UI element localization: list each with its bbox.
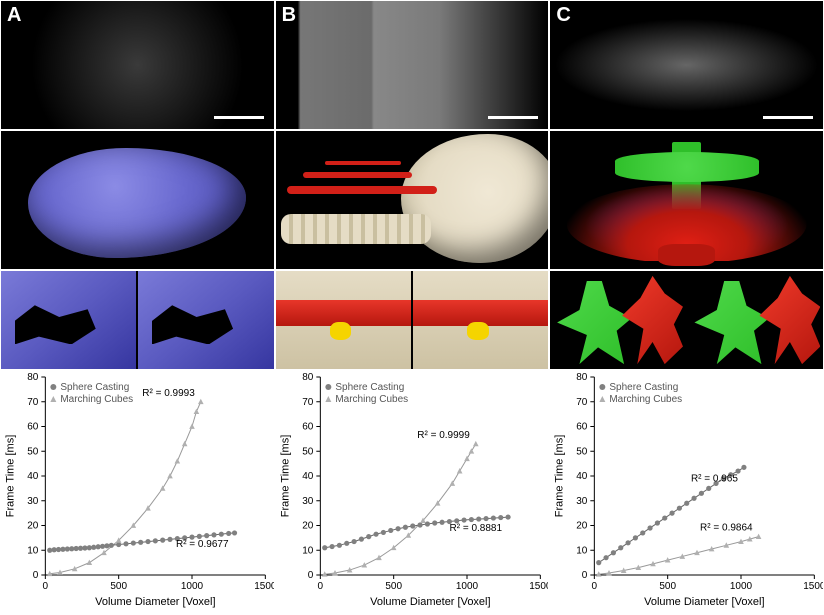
kidney-red-base xyxy=(658,244,716,266)
skull-vasculature xyxy=(276,131,549,269)
svg-text:Sphere Casting: Sphere Casting xyxy=(335,382,404,393)
panel-letter-c: C xyxy=(556,4,570,27)
svg-text:20: 20 xyxy=(302,521,314,532)
panel-c-render xyxy=(550,131,823,269)
svg-text:10: 10 xyxy=(302,545,314,556)
svg-text:0: 0 xyxy=(307,570,313,581)
svg-text:1000: 1000 xyxy=(456,581,479,592)
panel-letter-b: B xyxy=(282,4,296,27)
panel-c-detail-right xyxy=(688,271,823,369)
svg-text:20: 20 xyxy=(577,521,589,532)
row-details xyxy=(0,270,824,370)
svg-text:R² = 0.9677: R² = 0.9677 xyxy=(176,539,229,550)
row-renders xyxy=(0,130,824,270)
svg-text:70: 70 xyxy=(302,397,314,408)
svg-text:R² = 0.965: R² = 0.965 xyxy=(691,473,738,484)
panel-c-slice: C xyxy=(550,1,823,129)
artery-1 xyxy=(287,186,437,194)
artery-3 xyxy=(325,161,401,165)
svg-text:0: 0 xyxy=(43,581,49,592)
chart-b: 0 500 1000 1500 0 10 20 30 40 50 60 70 80 Volume Diam… xyxy=(276,371,549,609)
svg-text:0: 0 xyxy=(592,581,598,592)
panel-c-detail-left xyxy=(550,271,685,369)
svg-text:10: 10 xyxy=(27,545,39,556)
svg-text:500: 500 xyxy=(385,581,402,592)
svg-text:R² = 0.9993: R² = 0.9993 xyxy=(142,388,195,399)
svg-text:Frame Time [ms]: Frame Time [ms] xyxy=(4,435,16,518)
svg-text:30: 30 xyxy=(302,496,314,507)
chart-a: 0 500 1000 1500 0 10 20 30 40 50 60 70 80 Volume Diam… xyxy=(1,371,274,609)
skull-mesh xyxy=(401,134,548,264)
svg-text:Sphere Casting: Sphere Casting xyxy=(60,382,129,393)
svg-text:30: 30 xyxy=(27,496,39,507)
svg-text:R² = 0.9864: R² = 0.9864 xyxy=(700,523,753,534)
svg-text:50: 50 xyxy=(577,446,589,457)
svg-text:60: 60 xyxy=(577,422,589,433)
panel-b-details xyxy=(276,271,549,369)
svg-text:Volume Diameter [Voxel]: Volume Diameter [Voxel] xyxy=(370,596,490,608)
panel-a-details xyxy=(1,271,274,369)
svg-text:30: 30 xyxy=(577,496,589,507)
scalebar-a xyxy=(214,116,264,119)
kidney-vessels xyxy=(567,142,807,263)
svg-text:40: 40 xyxy=(577,471,589,482)
svg-text:1000: 1000 xyxy=(181,581,204,592)
svg-text:50: 50 xyxy=(302,446,314,457)
svg-text:Volume Diameter [Voxel]: Volume Diameter [Voxel] xyxy=(644,596,764,608)
panel-c-details xyxy=(550,271,823,369)
svg-text:Marching Cubes: Marching Cubes xyxy=(60,394,133,405)
spine-mesh xyxy=(281,214,431,244)
svg-text:Volume Diameter [Voxel]: Volume Diameter [Voxel] xyxy=(95,596,215,608)
panel-b-detail-left xyxy=(276,271,411,369)
svg-text:500: 500 xyxy=(660,581,677,592)
svg-text:1000: 1000 xyxy=(730,581,753,592)
artery-2 xyxy=(303,172,412,178)
purple-surface xyxy=(28,148,246,258)
svg-text:R² = 0.9999: R² = 0.9999 xyxy=(417,430,470,441)
svg-text:0: 0 xyxy=(33,570,39,581)
panel-b-slice: B xyxy=(276,1,549,129)
svg-text:50: 50 xyxy=(27,446,39,457)
svg-text:Frame Time [ms]: Frame Time [ms] xyxy=(554,435,566,518)
scalebar-c xyxy=(763,116,813,119)
panel-a-slice: A xyxy=(1,1,274,129)
svg-text:R² = 0.8881: R² = 0.8881 xyxy=(449,523,502,534)
svg-text:0: 0 xyxy=(582,570,588,581)
panel-letter-a: A xyxy=(7,4,21,27)
panel-a-detail-left xyxy=(1,271,136,369)
svg-text:10: 10 xyxy=(577,545,589,556)
svg-text:Marching Cubes: Marching Cubes xyxy=(335,394,408,405)
svg-text:60: 60 xyxy=(27,422,39,433)
svg-text:Sphere Casting: Sphere Casting xyxy=(610,382,679,393)
svg-text:1500: 1500 xyxy=(254,581,273,592)
svg-text:40: 40 xyxy=(27,471,39,482)
row-slices: A B C xyxy=(0,0,824,130)
panel-a-detail-right xyxy=(138,271,273,369)
svg-text:80: 80 xyxy=(302,372,314,383)
chart-c: 0 500 1000 1500 0 10 20 30 40 50 60 70 80 Volume Diam… xyxy=(550,371,823,609)
svg-text:Frame Time [ms]: Frame Time [ms] xyxy=(279,435,291,518)
svg-text:40: 40 xyxy=(302,471,314,482)
svg-text:1500: 1500 xyxy=(804,581,823,592)
svg-text:70: 70 xyxy=(577,397,589,408)
panel-b-render xyxy=(276,131,549,269)
svg-text:60: 60 xyxy=(302,422,314,433)
svg-text:500: 500 xyxy=(110,581,127,592)
panel-b-detail-right xyxy=(413,271,548,369)
svg-text:80: 80 xyxy=(27,372,39,383)
scalebar-b xyxy=(488,116,538,119)
svg-text:Marching Cubes: Marching Cubes xyxy=(610,394,683,405)
svg-text:70: 70 xyxy=(27,397,39,408)
svg-text:80: 80 xyxy=(577,372,589,383)
figure-root: A B C xyxy=(0,0,824,615)
svg-text:1500: 1500 xyxy=(529,581,548,592)
panel-a-render xyxy=(1,131,274,269)
row-charts: 05001000150001020304050607080Volume Diam… xyxy=(0,370,824,610)
svg-text:0: 0 xyxy=(317,581,323,592)
svg-text:20: 20 xyxy=(27,521,39,532)
